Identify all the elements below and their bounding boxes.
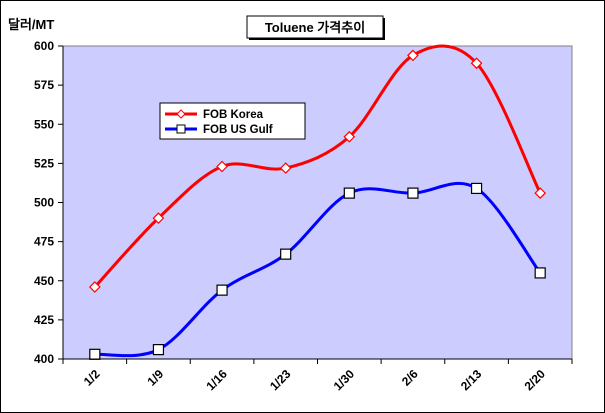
data-point-fob-korea (343, 130, 356, 143)
chart-title: Toluene 가격추이 (265, 20, 365, 35)
data-point-fob-korea (279, 162, 292, 174)
y-tick-label: 500 (34, 196, 54, 210)
x-tick-label: 2/6 (399, 367, 421, 389)
x-tick-label: 1/23 (267, 367, 294, 394)
data-point-fob-korea (216, 160, 228, 173)
x-tick-label: 1/2 (81, 367, 103, 389)
legend-label-fob-korea: FOB Korea (203, 109, 264, 121)
y-tick-label: 475 (34, 235, 54, 249)
legend-label-fob-us-gulf: FOB US Gulf (203, 124, 273, 136)
y-tick-label: 425 (34, 313, 54, 327)
y-tick-label: 550 (34, 117, 54, 131)
data-point-fob-us-gulf (470, 182, 483, 195)
data-point-fob-us-gulf (152, 344, 165, 356)
y-tick-label: 600 (34, 39, 54, 53)
y-tick-label: 525 (34, 156, 54, 170)
x-tick-label: 2/13 (458, 367, 485, 394)
plot-area (62, 45, 573, 360)
data-point-fob-korea (534, 187, 547, 199)
y-tick-label: 450 (34, 274, 54, 288)
title-box (246, 15, 384, 39)
data-point-fob-us-gulf (407, 187, 419, 199)
data-point-fob-us-gulf (216, 284, 228, 296)
y-tick-label: 400 (34, 352, 54, 366)
data-point-fob-us-gulf (343, 187, 355, 199)
data-point-fob-korea (88, 281, 101, 293)
y-axis-label: 달러/MT (8, 17, 54, 32)
data-point-fob-us-gulf (534, 267, 546, 279)
legend-marker-fob-korea (176, 109, 186, 119)
x-tick-label: 2/20 (522, 367, 549, 394)
data-point-fob-korea (152, 212, 165, 224)
data-point-fob-us-gulf (280, 248, 292, 260)
data-point-fob-korea (470, 57, 483, 70)
data-point-fob-us-gulf (89, 348, 101, 360)
x-tick-label: 1/9 (145, 367, 167, 389)
data-point-fob-korea (407, 49, 419, 62)
x-tick-label: 1/16 (203, 367, 230, 394)
legend-marker-fob-us-gulf (176, 124, 186, 134)
x-tick-label: 1/30 (331, 367, 358, 394)
y-tick-label: 575 (34, 78, 54, 92)
